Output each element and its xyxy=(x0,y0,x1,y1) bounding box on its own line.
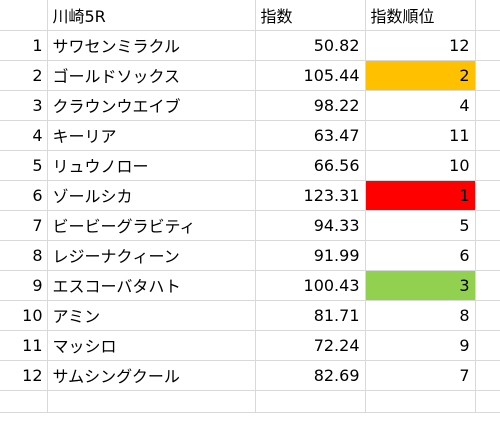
horse-name-cell[interactable]: ビービーグラビティ xyxy=(47,210,256,241)
index-cell[interactable]: 105.44 xyxy=(255,60,366,91)
horse-name-cell[interactable]: レジーナクィーン xyxy=(47,240,256,271)
empty-cell[interactable] xyxy=(255,390,366,413)
rank-cell[interactable]: 4 xyxy=(365,90,476,121)
index-cell[interactable]: 72.24 xyxy=(255,330,366,361)
row-number-cell[interactable]: 1 xyxy=(0,30,48,61)
index-cell[interactable]: 66.56 xyxy=(255,150,366,181)
header-row: 川崎5R 指数 指数順位 xyxy=(0,0,500,31)
horse-name-cell[interactable]: キーリア xyxy=(47,120,256,151)
row-number-cell[interactable]: 11 xyxy=(0,330,48,361)
rank-cell[interactable]: 6 xyxy=(365,240,476,271)
horse-name-cell[interactable]: マッシロ xyxy=(47,330,256,361)
rank-cell[interactable]: 10 xyxy=(365,150,476,181)
empty-cell[interactable] xyxy=(475,210,500,241)
row-number-cell[interactable] xyxy=(0,0,48,31)
header-race-name[interactable]: 川崎5R xyxy=(47,0,256,31)
rank-cell[interactable]: 5 xyxy=(365,210,476,241)
empty-cell[interactable] xyxy=(475,390,500,413)
index-cell[interactable]: 81.71 xyxy=(255,300,366,331)
horse-name-cell[interactable]: クラウンウエイブ xyxy=(47,90,256,121)
row-number-cell[interactable]: 4 xyxy=(0,120,48,151)
table-row: 7 ビービーグラビティ 94.33 5 xyxy=(0,210,500,241)
row-number-cell[interactable]: 9 xyxy=(0,270,48,301)
index-cell[interactable]: 50.82 xyxy=(255,30,366,61)
index-cell[interactable]: 123.31 xyxy=(255,180,366,211)
rank-cell[interactable]: 1 xyxy=(365,180,476,211)
row-number-cell[interactable]: 8 xyxy=(0,240,48,271)
empty-cell[interactable] xyxy=(475,0,500,31)
rank-cell[interactable]: 2 xyxy=(365,60,476,91)
table-row: 1 サワセンミラクル 50.82 12 xyxy=(0,30,500,61)
empty-cell[interactable] xyxy=(0,390,48,413)
table-row: 4 キーリア 63.47 11 xyxy=(0,120,500,151)
index-cell[interactable]: 94.33 xyxy=(255,210,366,241)
empty-cell[interactable] xyxy=(365,390,476,413)
table-row: 8 レジーナクィーン 91.99 6 xyxy=(0,240,500,271)
rank-cell[interactable]: 12 xyxy=(365,30,476,61)
index-cell[interactable]: 91.99 xyxy=(255,240,366,271)
empty-cell[interactable] xyxy=(475,30,500,61)
index-cell[interactable]: 82.69 xyxy=(255,360,366,391)
empty-cell[interactable] xyxy=(475,120,500,151)
rank-cell[interactable]: 11 xyxy=(365,120,476,151)
table-row: 5 リュウノロー 66.56 10 xyxy=(0,150,500,181)
empty-cell[interactable] xyxy=(475,180,500,211)
row-number-cell[interactable]: 5 xyxy=(0,150,48,181)
horse-name-cell[interactable]: エスコーバタハト xyxy=(47,270,256,301)
index-cell[interactable]: 98.22 xyxy=(255,90,366,121)
horse-name-cell[interactable]: リュウノロー xyxy=(47,150,256,181)
row-number-cell[interactable]: 2 xyxy=(0,60,48,91)
table-row: 10 アミン 81.71 8 xyxy=(0,300,500,331)
empty-cell[interactable] xyxy=(475,360,500,391)
empty-cell[interactable] xyxy=(475,270,500,301)
header-index-rank[interactable]: 指数順位 xyxy=(365,0,476,31)
empty-cell[interactable] xyxy=(475,300,500,331)
table-row: 12 サムシングクール 82.69 7 xyxy=(0,360,500,391)
row-number-cell[interactable]: 6 xyxy=(0,180,48,211)
row-number-cell[interactable]: 3 xyxy=(0,90,48,121)
table-row: 6 ゾールシカ 123.31 1 xyxy=(0,180,500,211)
horse-name-cell[interactable]: サムシングクール xyxy=(47,360,256,391)
table-row: 9 エスコーバタハト 100.43 3 xyxy=(0,270,500,301)
empty-row xyxy=(0,390,500,413)
rank-cell[interactable]: 8 xyxy=(365,300,476,331)
horse-name-cell[interactable]: ゾールシカ xyxy=(47,180,256,211)
row-number-cell[interactable]: 7 xyxy=(0,210,48,241)
rank-cell[interactable]: 7 xyxy=(365,360,476,391)
index-cell[interactable]: 63.47 xyxy=(255,120,366,151)
table-row: 2 ゴールドソックス 105.44 2 xyxy=(0,60,500,91)
empty-cell[interactable] xyxy=(475,90,500,121)
horse-name-cell[interactable]: アミン xyxy=(47,300,256,331)
table-row: 11 マッシロ 72.24 9 xyxy=(0,330,500,361)
empty-cell[interactable] xyxy=(47,390,256,413)
data-table: 川崎5R 指数 指数順位 1 サワセンミラクル 50.82 12 2 ゴールドソックス 10… xyxy=(0,0,500,413)
rank-cell[interactable]: 3 xyxy=(365,270,476,301)
empty-cell[interactable] xyxy=(475,330,500,361)
empty-cell[interactable] xyxy=(475,240,500,271)
row-number-cell[interactable]: 10 xyxy=(0,300,48,331)
index-cell[interactable]: 100.43 xyxy=(255,270,366,301)
horse-name-cell[interactable]: ゴールドソックス xyxy=(47,60,256,91)
empty-cell[interactable] xyxy=(475,150,500,181)
empty-cell[interactable] xyxy=(475,60,500,91)
horse-name-cell[interactable]: サワセンミラクル xyxy=(47,30,256,61)
table-row: 3 クラウンウエイブ 98.22 4 xyxy=(0,90,500,121)
rank-cell[interactable]: 9 xyxy=(365,330,476,361)
header-index[interactable]: 指数 xyxy=(255,0,366,31)
row-number-cell[interactable]: 12 xyxy=(0,360,48,391)
